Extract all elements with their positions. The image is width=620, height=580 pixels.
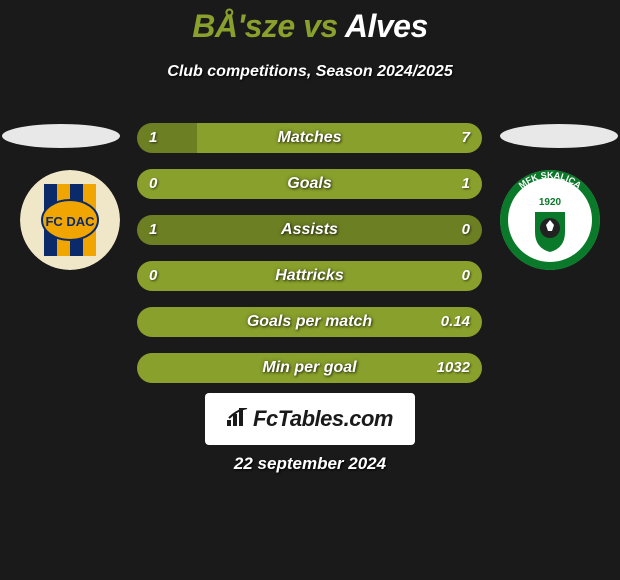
svg-text:FC DAC: FC DAC — [45, 214, 95, 229]
bar-value-right: 7 — [462, 123, 470, 153]
bar-label: Min per goal — [137, 353, 482, 383]
bar-label: Matches — [137, 123, 482, 153]
bar-value-right: 0.14 — [441, 307, 470, 337]
bar-value-right: 1 — [462, 169, 470, 199]
bar-label: Assists — [137, 215, 482, 245]
stat-row-assists: Assists1 0 — [137, 215, 482, 245]
bar-label: Goals — [137, 169, 482, 199]
club-badge-right: MFK SKALICA 1920 — [500, 170, 600, 270]
bar-label: Goals per match — [137, 307, 482, 337]
stat-row-goals-per-match: Goals per match0.14 — [137, 307, 482, 337]
stat-row-goals: Goals0 1 — [137, 169, 482, 199]
club-badge-left: FC DAC — [20, 170, 120, 270]
stat-row-hattricks: Hattricks0 0 — [137, 261, 482, 291]
bar-value-left: 1 — [149, 123, 157, 153]
page-title: BÅ'sze vs Alves — [0, 0, 620, 45]
bar-value-right: 1032 — [437, 353, 470, 383]
bar-value-left: 0 — [149, 169, 157, 199]
bar-value-left: 0 — [149, 261, 157, 291]
oval-left — [2, 124, 120, 148]
stat-bars: Matches17Goals01Assists10Hattricks00Goal… — [137, 123, 482, 399]
fctables-badge: FcTables.com — [205, 393, 415, 445]
stat-row-matches: Matches1 7 — [137, 123, 482, 153]
fctables-text: FcTables.com — [253, 406, 393, 432]
bar-label: Hattricks — [137, 261, 482, 291]
date: 22 september 2024 — [0, 454, 620, 474]
subtitle: Club competitions, Season 2024/2025 — [0, 63, 620, 81]
oval-right — [500, 124, 618, 148]
fctables-icon — [227, 408, 251, 431]
bar-value-right: 0 — [462, 215, 470, 245]
bar-value-right: 0 — [462, 261, 470, 291]
stat-row-min-per-goal: Min per goal1032 — [137, 353, 482, 383]
title-player-2: Alves — [345, 8, 428, 44]
title-vs: vs — [303, 8, 338, 44]
svg-text:1920: 1920 — [539, 197, 562, 208]
bar-value-left: 1 — [149, 215, 157, 245]
title-player-1: BÅ'sze — [192, 8, 294, 44]
